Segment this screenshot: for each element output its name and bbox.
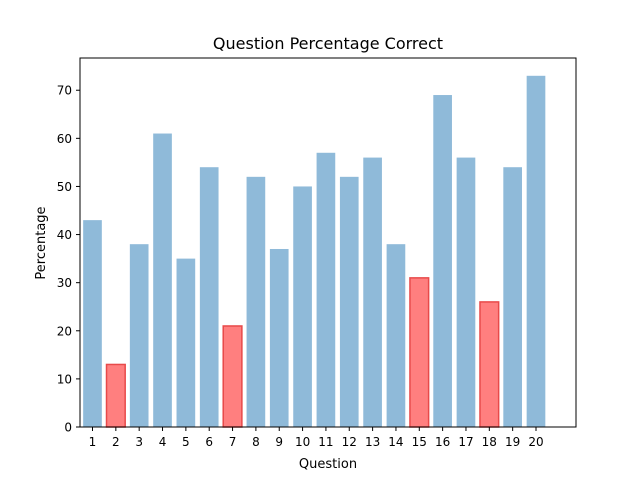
y-axis-ticks: 0 10 20 30 40 50 60 70 <box>57 84 80 435</box>
x-tick-label: 19 <box>505 435 520 449</box>
bar-question-5 <box>176 258 196 427</box>
bar-question-4 <box>153 133 172 427</box>
y-tick-label: 70 <box>57 84 72 98</box>
x-tick-label: 12 <box>342 435 357 449</box>
x-tick-label: 8 <box>252 435 260 449</box>
x-tick-label: 6 <box>205 435 213 449</box>
bar-question-10 <box>293 186 312 427</box>
bar-question-12 <box>339 176 359 427</box>
bar-question-9 <box>269 248 289 427</box>
x-tick-label: 16 <box>435 435 450 449</box>
x-tick-label: 11 <box>318 435 333 449</box>
bar-question-7 <box>222 325 243 428</box>
plot-frame <box>79 57 577 428</box>
y-tick-label: 60 <box>57 132 72 146</box>
x-tick-label: 4 <box>159 435 167 449</box>
bar-question-18 <box>479 301 500 428</box>
y-tick-label: 0 <box>64 421 72 435</box>
x-tick-label: 5 <box>182 435 190 449</box>
y-axis-label: Percentage <box>34 206 49 279</box>
x-tick-label: 1 <box>89 435 97 449</box>
chart-title: Question Percentage Correct <box>213 34 443 53</box>
y-tick-label: 20 <box>57 324 72 338</box>
bars-layer <box>83 75 546 428</box>
bar-question-3 <box>129 244 149 427</box>
bar-question-13 <box>363 157 382 427</box>
x-tick-label: 10 <box>295 435 310 449</box>
x-tick-label: 20 <box>528 435 543 449</box>
bar-question-20 <box>526 75 546 428</box>
axes-layer <box>79 57 577 428</box>
y-tick-label: 30 <box>57 276 72 290</box>
x-tick-label: 7 <box>229 435 237 449</box>
bar-question-2 <box>105 363 126 428</box>
bar-question-19 <box>503 167 522 427</box>
x-tick-label: 3 <box>135 435 143 449</box>
bar-question-11 <box>316 152 336 427</box>
x-tick-label: 18 <box>482 435 497 449</box>
y-tick-label: 50 <box>57 180 72 194</box>
bar-question-1 <box>83 220 102 427</box>
x-axis-label: Question <box>299 457 357 472</box>
x-tick-label: 14 <box>388 435 403 449</box>
y-tick-label: 10 <box>57 372 72 386</box>
x-tick-label: 15 <box>412 435 427 449</box>
y-tick-label: 40 <box>57 228 72 242</box>
x-axis-ticks: 1 2 3 4 5 6 7 8 9 10 11 12 13 14 15 16 17 18 19 20 <box>89 427 544 449</box>
bar-question-6 <box>199 167 219 427</box>
x-tick-label: 2 <box>112 435 120 449</box>
bar-question-8 <box>246 176 266 427</box>
bar-question-15 <box>409 277 430 428</box>
bar-question-14 <box>386 244 406 427</box>
bar-question-17 <box>456 157 476 427</box>
x-tick-label: 9 <box>275 435 283 449</box>
x-tick-label: 17 <box>458 435 473 449</box>
bar-question-16 <box>433 95 452 427</box>
x-tick-label: 13 <box>365 435 380 449</box>
